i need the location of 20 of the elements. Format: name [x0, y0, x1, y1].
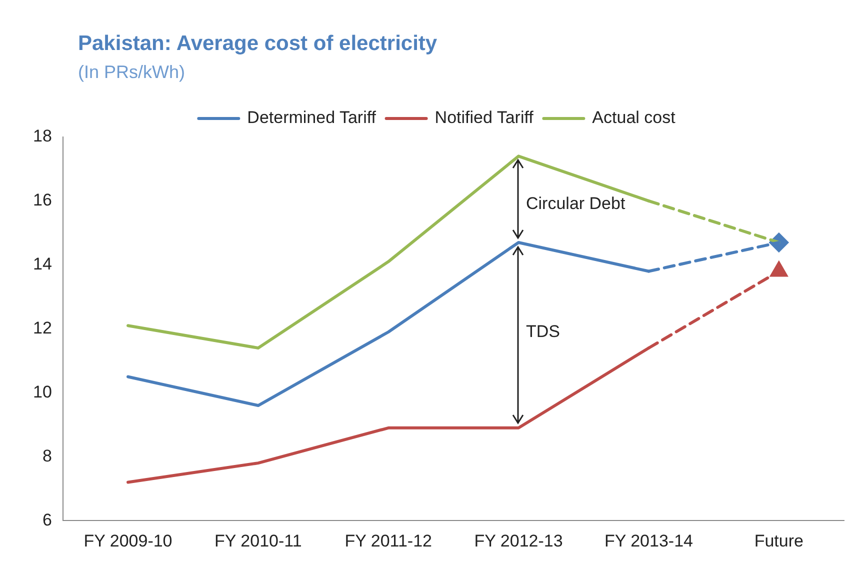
legend-label: Actual cost [592, 108, 676, 128]
y-tick-label: 6 [42, 510, 52, 530]
y-tick-label: 16 [32, 190, 52, 210]
y-tick-label: 12 [32, 318, 52, 338]
legend-label: Notified Tariff [434, 108, 534, 128]
x-tick-label: FY 2010-11 [214, 531, 302, 550]
y-tick-label: 10 [32, 382, 52, 402]
x-tick-label: FY 2013-14 [604, 531, 693, 550]
x-tick-label: FY 2012-13 [474, 531, 563, 550]
chart-subtitle: (In PRs/kWh) [78, 62, 186, 83]
x-tick-label: Future [754, 531, 804, 550]
y-tick-label: 18 [32, 126, 52, 146]
chart-title: Pakistan: Average cost of electricity [78, 32, 438, 56]
legend-label: Determined Tariff [247, 108, 376, 128]
annotation: TDS [526, 322, 560, 342]
annotation: Circular Debt [526, 194, 626, 214]
y-tick-label: 8 [42, 446, 52, 466]
x-tick-label: FY 2011-12 [344, 531, 432, 550]
x-tick-label: FY 2009-10 [84, 531, 172, 550]
y-tick-label: 14 [32, 254, 52, 274]
